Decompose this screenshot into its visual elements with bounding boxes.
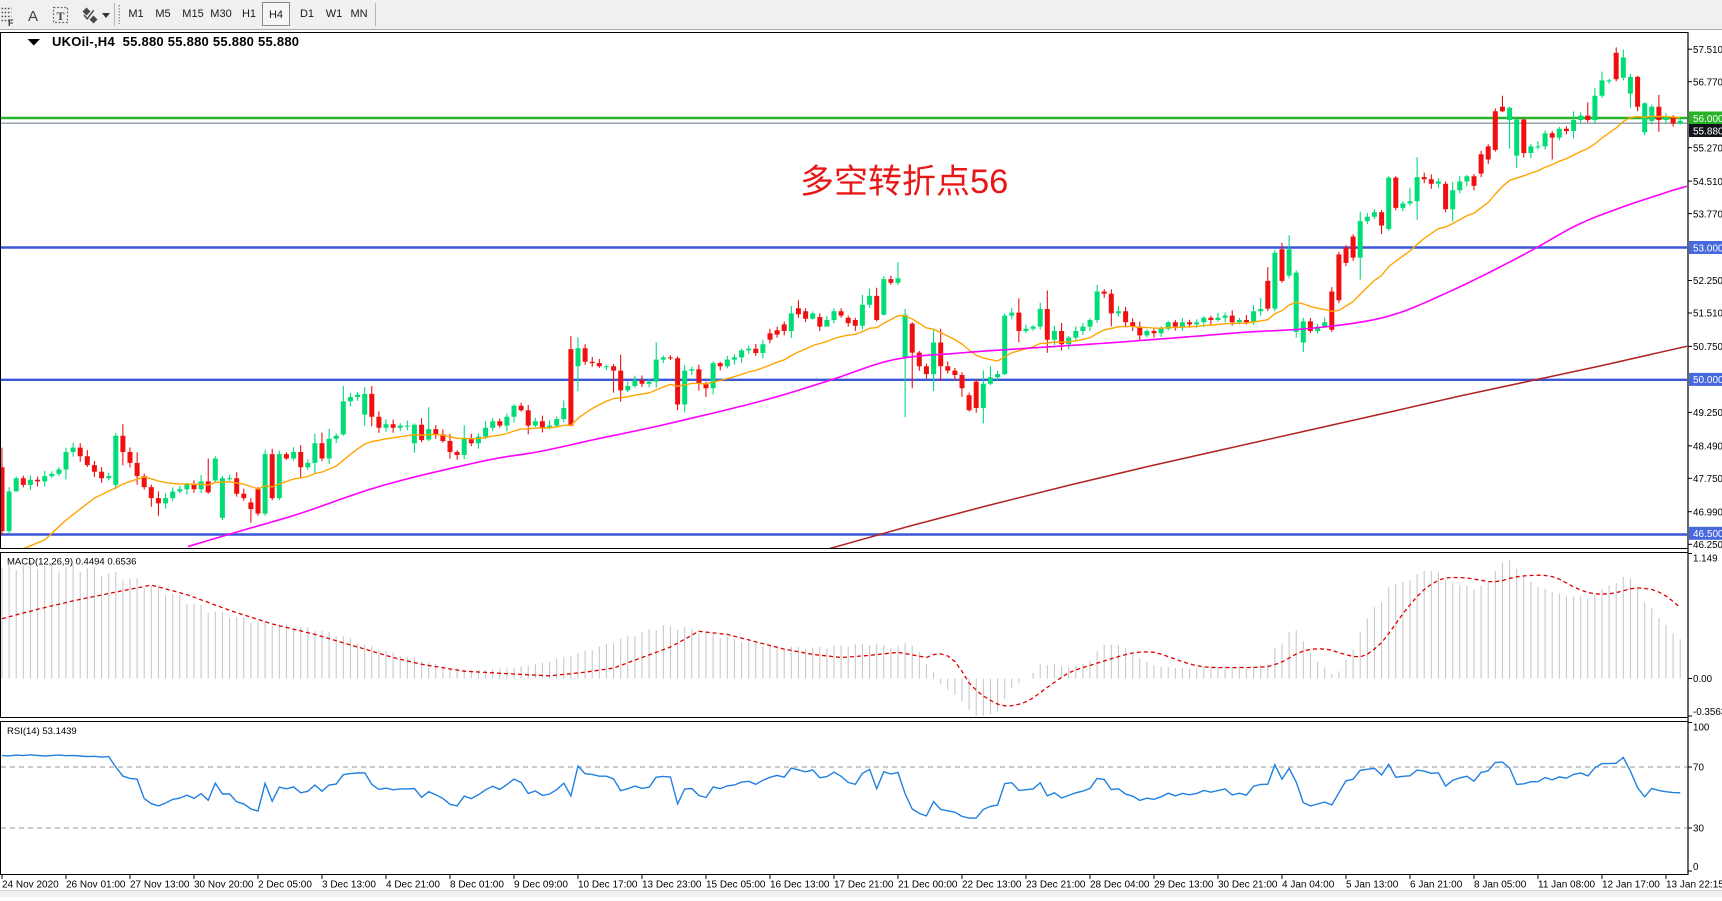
svg-text:52.250: 52.250 bbox=[1693, 276, 1722, 287]
svg-text:F: F bbox=[8, 18, 14, 28]
svg-text:55.880: 55.880 bbox=[1693, 126, 1722, 137]
svg-text:53.770: 53.770 bbox=[1693, 209, 1722, 220]
svg-text:56.000: 56.000 bbox=[1693, 114, 1722, 125]
svg-text:0.00: 0.00 bbox=[1693, 674, 1713, 685]
svg-text:4 Jan 04:00: 4 Jan 04:00 bbox=[1282, 880, 1335, 891]
svg-text:26 Nov 01:00: 26 Nov 01:00 bbox=[66, 880, 126, 891]
svg-text:0: 0 bbox=[1693, 862, 1699, 873]
svg-text:-0.3563: -0.3563 bbox=[1693, 707, 1722, 718]
svg-text:5 Jan 13:00: 5 Jan 13:00 bbox=[1346, 880, 1399, 891]
svg-text:56: 56 bbox=[970, 163, 1008, 201]
svg-text:50.750: 50.750 bbox=[1693, 342, 1722, 353]
svg-text:46.500: 46.500 bbox=[1693, 529, 1722, 540]
svg-text:4 Dec 21:00: 4 Dec 21:00 bbox=[386, 880, 440, 891]
svg-text:UKOil-,H4 55.880 55.880 55.88: UKOil-,H4 55.880 55.880 55.880 55.880 bbox=[52, 34, 299, 49]
svg-text:46.990: 46.990 bbox=[1693, 507, 1722, 518]
svg-text:46.250: 46.250 bbox=[1693, 540, 1722, 551]
svg-text:54.510: 54.510 bbox=[1693, 177, 1722, 188]
svg-text:47.750: 47.750 bbox=[1693, 474, 1722, 485]
svg-text:30: 30 bbox=[1693, 824, 1704, 835]
svg-text:57.510: 57.510 bbox=[1693, 45, 1722, 56]
svg-text:9 Dec 09:00: 9 Dec 09:00 bbox=[514, 880, 568, 891]
svg-text:28 Dec 04:00: 28 Dec 04:00 bbox=[1090, 880, 1150, 891]
svg-text:56.770: 56.770 bbox=[1693, 77, 1722, 88]
svg-text:8 Dec 01:00: 8 Dec 01:00 bbox=[450, 880, 504, 891]
svg-text:A: A bbox=[28, 8, 38, 25]
svg-text:10 Dec 17:00: 10 Dec 17:00 bbox=[578, 880, 638, 891]
svg-text:MACD(12,26,9) 0.4494 0.6536: MACD(12,26,9) 0.4494 0.6536 bbox=[7, 557, 136, 568]
svg-text:16 Dec 13:00: 16 Dec 13:00 bbox=[770, 880, 830, 891]
svg-text:29 Dec 13:00: 29 Dec 13:00 bbox=[1154, 880, 1214, 891]
svg-text:100: 100 bbox=[1693, 723, 1710, 734]
svg-text:12 Jan 17:00: 12 Jan 17:00 bbox=[1602, 880, 1660, 891]
svg-text:2 Dec 05:00: 2 Dec 05:00 bbox=[258, 880, 312, 891]
svg-text:27 Nov 13:00: 27 Nov 13:00 bbox=[130, 880, 190, 891]
svg-text:8 Jan 05:00: 8 Jan 05:00 bbox=[1474, 880, 1527, 891]
svg-text:21 Dec 00:00: 21 Dec 00:00 bbox=[898, 880, 958, 891]
svg-text:RSI(14) 53.1439: RSI(14) 53.1439 bbox=[7, 726, 77, 737]
svg-text:6 Jan 21:00: 6 Jan 21:00 bbox=[1410, 880, 1463, 891]
svg-text:48.490: 48.490 bbox=[1693, 442, 1722, 453]
svg-text:23 Dec 21:00: 23 Dec 21:00 bbox=[1026, 880, 1086, 891]
svg-text:11 Jan 08:00: 11 Jan 08:00 bbox=[1538, 880, 1596, 891]
svg-text:30 Nov 20:00: 30 Nov 20:00 bbox=[194, 880, 254, 891]
svg-text:13 Jan 22:15: 13 Jan 22:15 bbox=[1666, 880, 1722, 891]
svg-text:24 Nov 2020: 24 Nov 2020 bbox=[2, 880, 59, 891]
svg-text:1.149: 1.149 bbox=[1693, 553, 1718, 564]
svg-text:22 Dec 13:00: 22 Dec 13:00 bbox=[962, 880, 1022, 891]
svg-text:13 Dec 23:00: 13 Dec 23:00 bbox=[642, 880, 702, 891]
svg-text:53.000: 53.000 bbox=[1693, 243, 1722, 254]
svg-text:70: 70 bbox=[1693, 763, 1704, 774]
svg-text:3 Dec 13:00: 3 Dec 13:00 bbox=[322, 880, 376, 891]
svg-text:51.510: 51.510 bbox=[1693, 309, 1722, 320]
svg-text:55.270: 55.270 bbox=[1693, 143, 1722, 154]
svg-text:15 Dec 05:00: 15 Dec 05:00 bbox=[706, 880, 766, 891]
svg-text:50.000: 50.000 bbox=[1693, 375, 1722, 386]
svg-text:T: T bbox=[57, 9, 65, 23]
svg-text:30 Dec 21:00: 30 Dec 21:00 bbox=[1218, 880, 1278, 891]
svg-text:49.250: 49.250 bbox=[1693, 408, 1722, 419]
svg-text:17 Dec 21:00: 17 Dec 21:00 bbox=[834, 880, 894, 891]
